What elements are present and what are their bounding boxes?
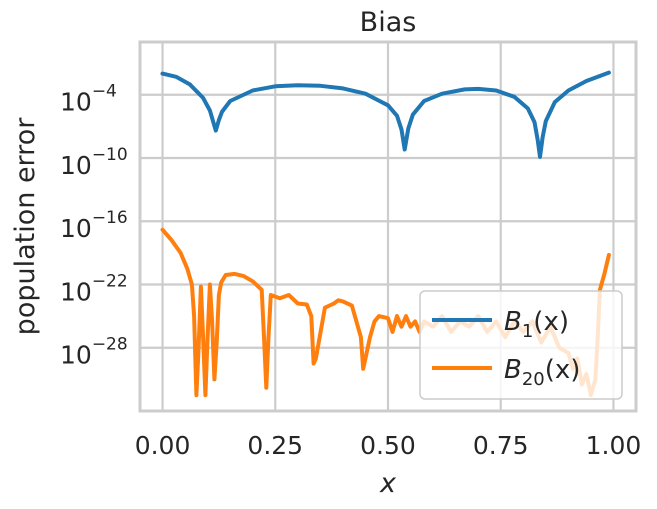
series-line-0: [160, 70, 611, 159]
plot-frame: [138, 40, 638, 413]
x-tick-label: 0.00: [135, 431, 191, 460]
x-tick-labels: 0.00 0.25 0.50 0.75 1.00: [135, 431, 642, 460]
y-tick-label: 10−22: [60, 271, 128, 306]
legend-label: B20(x): [504, 355, 580, 390]
x-axis-label: x: [379, 468, 397, 499]
legend: B1(x) B20(x): [419, 290, 623, 400]
y-tick-label: 10−4: [60, 82, 117, 117]
y-tick-label: 10−16: [60, 208, 128, 243]
x-tick-label: 0.50: [360, 431, 416, 460]
x-tick-label: 0.75: [473, 431, 529, 460]
chart-title: Bias: [360, 7, 417, 38]
x-tick-label: 1.00: [586, 431, 642, 460]
y-axis-label: population error: [10, 117, 41, 336]
y-tick-label: 10−28: [60, 335, 128, 370]
legend-label: B1(x): [504, 307, 569, 342]
y-tick-labels: 10−4 10−10 10−16 10−22 10−28: [60, 82, 128, 370]
y-tick-label: 10−10: [60, 145, 128, 180]
x-tick-label: 0.25: [247, 431, 303, 460]
